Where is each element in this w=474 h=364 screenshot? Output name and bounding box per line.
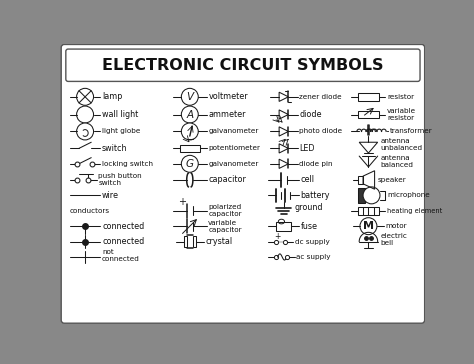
Text: wall light: wall light — [102, 110, 138, 119]
Bar — [183, 236, 187, 247]
Circle shape — [77, 88, 93, 105]
Circle shape — [77, 106, 93, 123]
Text: resistor: resistor — [387, 94, 414, 100]
Text: wire: wire — [102, 191, 119, 200]
Bar — [358, 188, 365, 203]
FancyBboxPatch shape — [61, 44, 425, 323]
Text: ammeter: ammeter — [208, 110, 246, 119]
Text: locking switch: locking switch — [102, 161, 153, 167]
Text: potentiometer: potentiometer — [208, 145, 260, 151]
Text: LED: LED — [299, 144, 315, 153]
Text: electric
bell: electric bell — [381, 233, 408, 246]
Text: voltmeter: voltmeter — [208, 92, 248, 101]
Text: cell: cell — [301, 175, 315, 185]
Text: M: M — [363, 221, 374, 231]
Text: +: + — [178, 197, 186, 207]
Text: galvanometer: galvanometer — [208, 161, 259, 167]
Text: light globe: light globe — [102, 128, 140, 134]
Text: lamp: lamp — [102, 92, 122, 101]
Bar — [358, 176, 363, 184]
Text: V: V — [186, 92, 193, 102]
Text: conductors: conductors — [70, 208, 110, 214]
Bar — [358, 93, 379, 101]
Text: connected: connected — [102, 237, 144, 246]
Circle shape — [182, 155, 198, 172]
Text: motor: motor — [385, 223, 407, 229]
Text: zener diode: zener diode — [299, 94, 342, 100]
Text: dc supply: dc supply — [294, 238, 329, 245]
Text: antenna
unbalanced: antenna unbalanced — [381, 138, 423, 151]
Text: connected: connected — [102, 222, 144, 231]
Text: speaker: speaker — [378, 177, 406, 183]
Text: battery: battery — [301, 191, 330, 200]
Text: not
connected: not connected — [102, 249, 140, 262]
Bar — [358, 207, 379, 215]
Text: fuse: fuse — [301, 222, 318, 231]
Text: diode: diode — [299, 110, 322, 119]
Circle shape — [182, 123, 198, 140]
Text: variable
resistor: variable resistor — [387, 108, 416, 121]
Text: ground: ground — [294, 203, 323, 212]
Text: switch: switch — [102, 144, 128, 153]
Text: diode pin: diode pin — [299, 161, 333, 167]
Text: crystal: crystal — [205, 237, 232, 246]
Text: ELECTRONIC CIRCUIT SYMBOLS: ELECTRONIC CIRCUIT SYMBOLS — [102, 58, 383, 73]
Circle shape — [363, 187, 380, 204]
Text: push button
switch: push button switch — [98, 173, 142, 186]
Bar — [180, 145, 200, 152]
Text: capacitor: capacitor — [208, 175, 246, 185]
Text: A: A — [186, 110, 193, 119]
Text: antenna
balanced: antenna balanced — [381, 155, 414, 168]
Text: heating element: heating element — [387, 208, 442, 214]
Text: G: G — [186, 159, 194, 169]
Text: transformer: transformer — [390, 128, 433, 134]
Bar — [276, 222, 292, 231]
Circle shape — [77, 123, 93, 140]
FancyBboxPatch shape — [66, 49, 420, 82]
Text: polarized
capacitor: polarized capacitor — [208, 204, 242, 217]
Circle shape — [360, 218, 377, 235]
Text: photo diode: photo diode — [299, 128, 342, 134]
Text: variable
capacitor: variable capacitor — [208, 219, 242, 233]
Bar — [358, 111, 379, 118]
Bar — [193, 236, 196, 247]
Text: ac supply: ac supply — [296, 254, 330, 260]
Text: galvanometer: galvanometer — [208, 128, 259, 134]
Circle shape — [182, 106, 198, 123]
Circle shape — [182, 88, 198, 105]
Text: microphone: microphone — [387, 192, 429, 198]
Text: +: + — [274, 232, 281, 241]
